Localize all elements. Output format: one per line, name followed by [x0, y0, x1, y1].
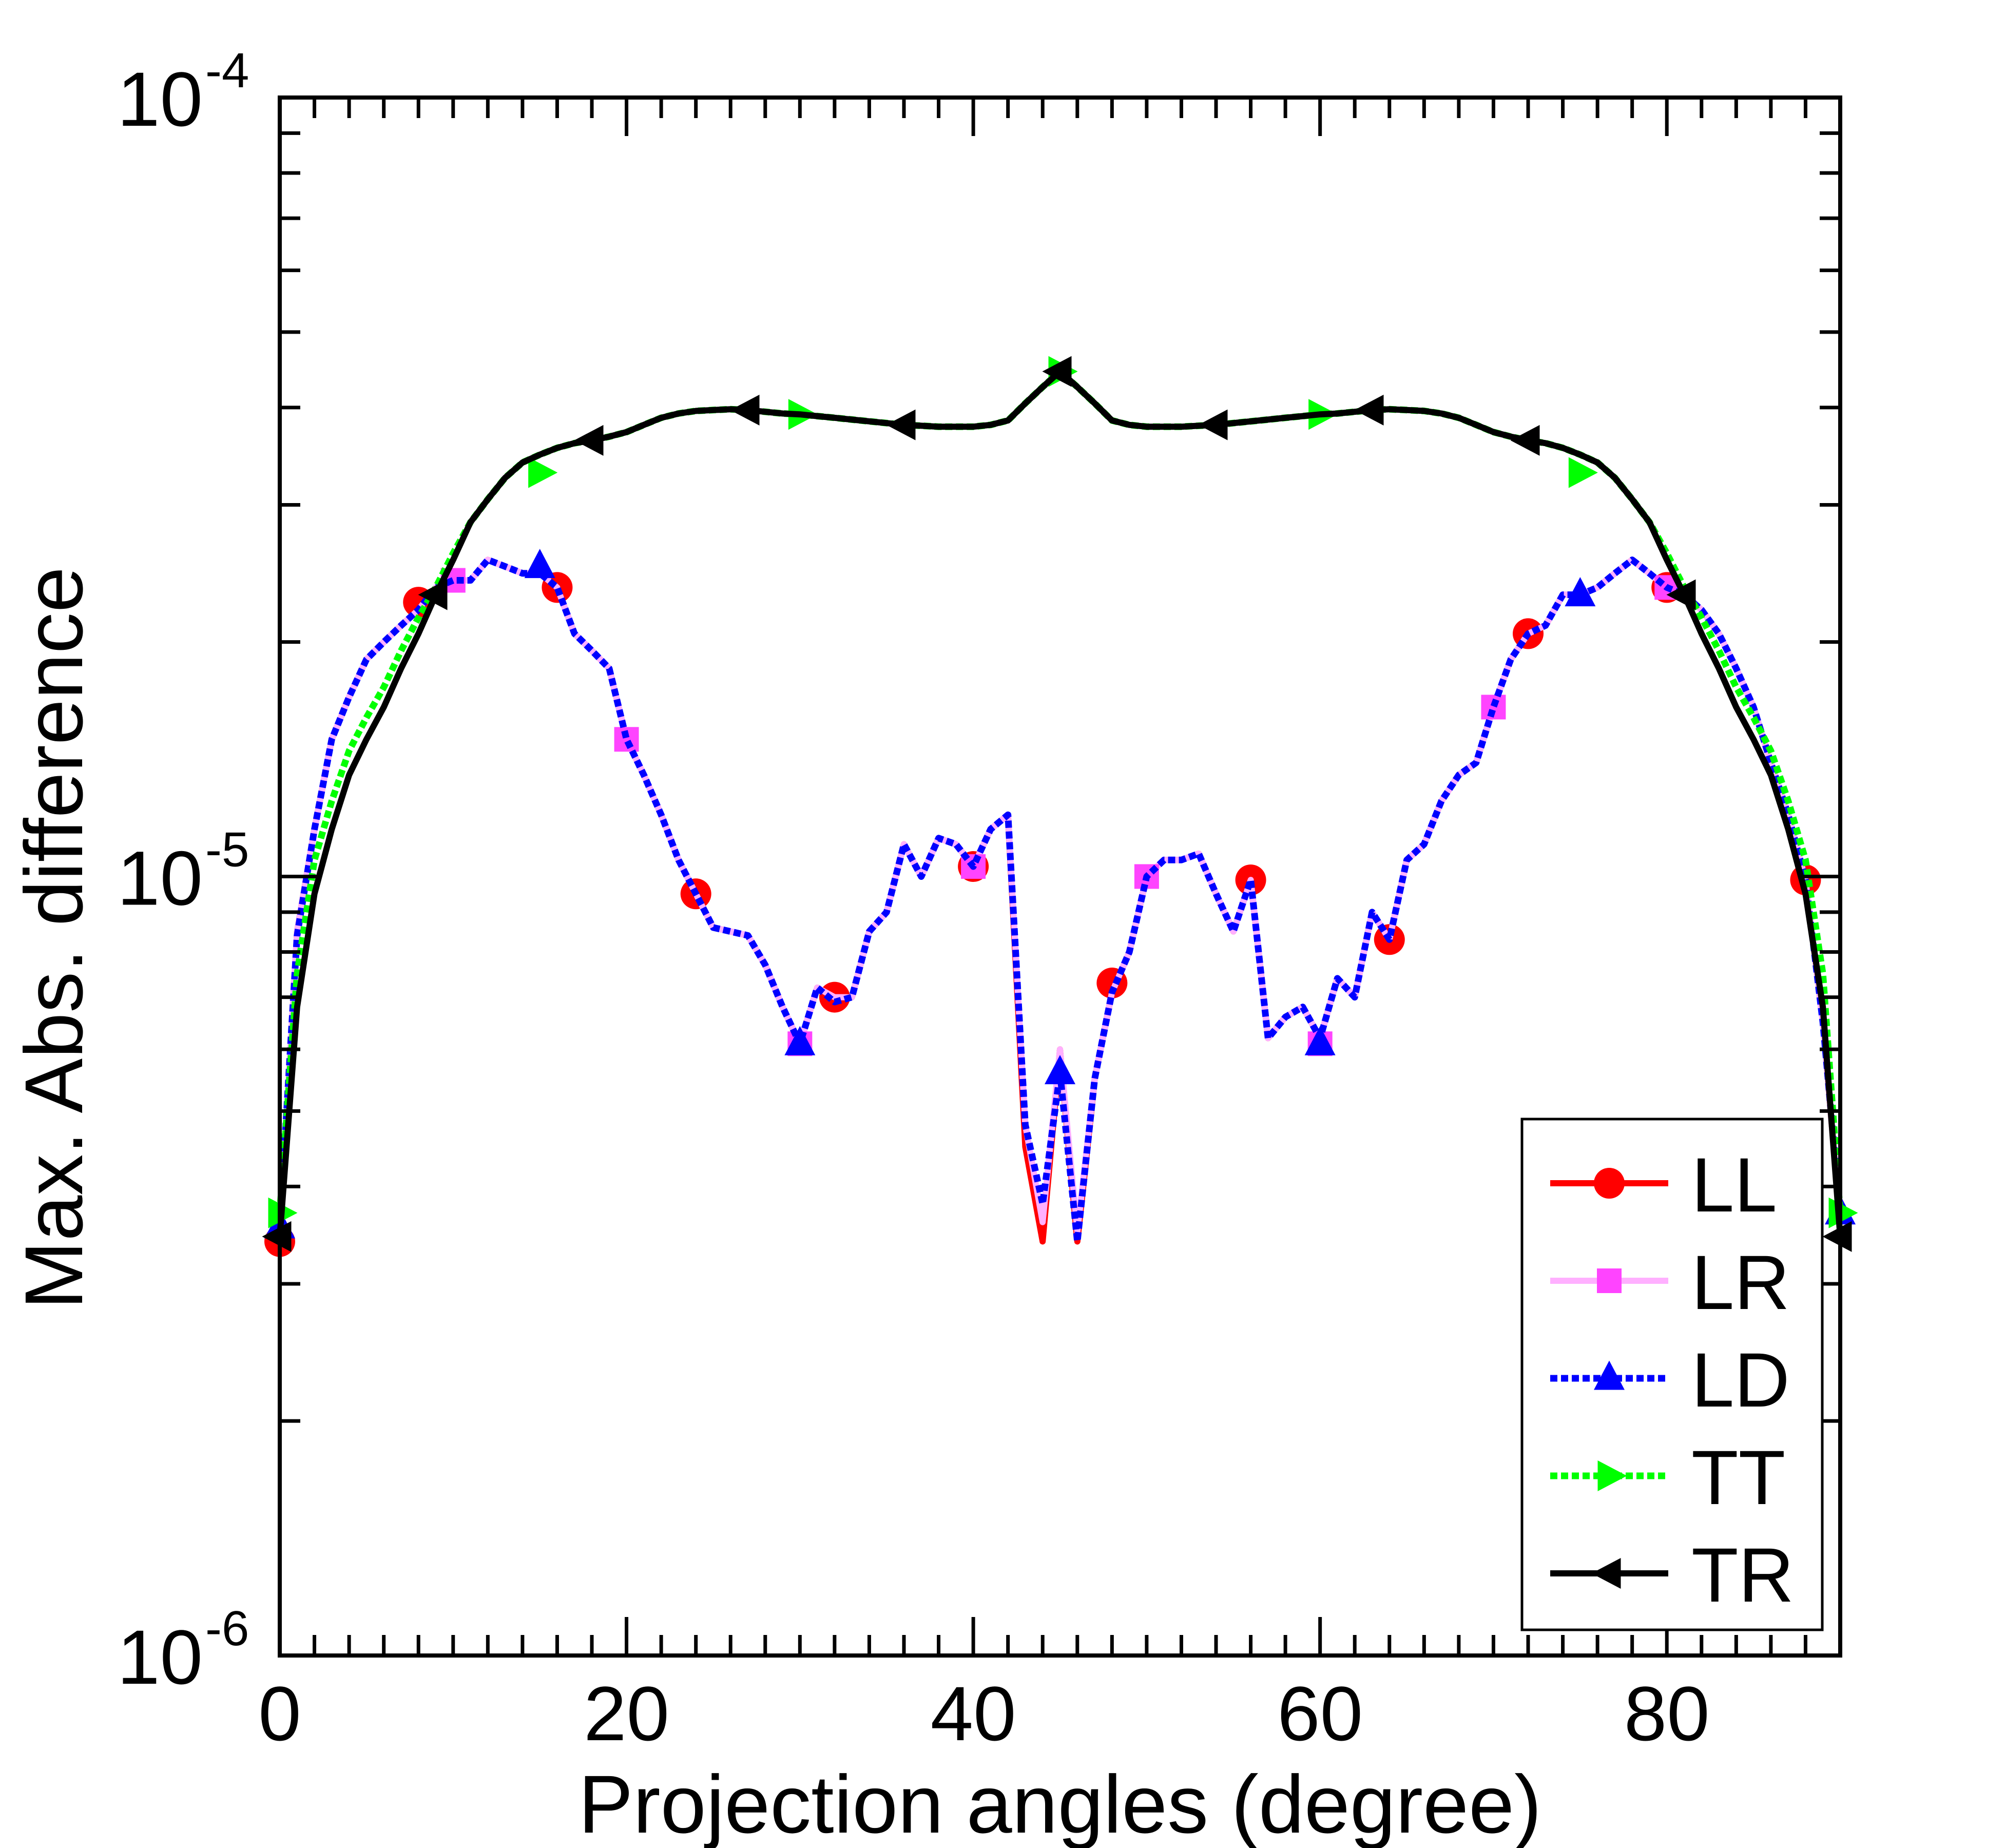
legend-marker-ld [1594, 1360, 1625, 1390]
x-tick-label: 20 [584, 1670, 669, 1757]
legend-label-tt: TT [1691, 1434, 1785, 1520]
legend-label-ld: LD [1691, 1337, 1790, 1423]
legend-marker-tt [1597, 1460, 1627, 1491]
data-point-ld [784, 1026, 816, 1055]
legend-item-lr: LR [1550, 1239, 1790, 1325]
data-point-ld [1304, 1026, 1336, 1055]
legend-box [1520, 1118, 1824, 1631]
x-tick-label: 40 [931, 1670, 1016, 1757]
data-point-tr [1822, 1221, 1852, 1252]
data-point-tr [1354, 394, 1384, 426]
legend-label-lr: LR [1691, 1239, 1790, 1325]
y-tick-label-base: 10 [117, 1614, 203, 1700]
y-tick-label-base: 10 [117, 835, 203, 921]
data-point-tr [418, 579, 448, 610]
y-tick-label-exponent: -5 [205, 822, 249, 877]
legend-marker-lr [1597, 1268, 1622, 1293]
data-point-tt [1568, 457, 1598, 488]
legend: LL LR LD TT TR [1520, 1118, 1824, 1631]
plot-frame [278, 95, 1842, 1658]
legend-marker-ll [1594, 1168, 1625, 1199]
series-tr [262, 356, 1852, 1252]
legend-item-ll: LL [1550, 1142, 1777, 1228]
data-point-ld [1565, 577, 1596, 607]
data-point-tr [1042, 356, 1072, 387]
legend-label-ll: LL [1691, 1142, 1777, 1228]
data-point-tt [528, 457, 558, 488]
x-tick-label: 60 [1277, 1670, 1363, 1757]
data-point-ld [1045, 1055, 1075, 1085]
y-axis-title: Max. Abs. difference [8, 567, 100, 1310]
data-point-ld [524, 549, 555, 579]
y-tick-label: 10 -6 [117, 1601, 249, 1700]
legend-marker-tr [1591, 1558, 1621, 1589]
data-point-tr [1510, 425, 1540, 456]
x-axis-title: Projection angles (degree) [579, 1758, 1542, 1848]
y-tick-label-exponent: -4 [205, 43, 249, 98]
data-point-tr [1198, 409, 1228, 440]
y-tick-label: 10 -5 [117, 822, 249, 921]
legend-label-tr: TR [1691, 1532, 1794, 1618]
y-tick-label-exponent: -6 [205, 1601, 249, 1656]
axes-layer: 10 -610 -510 -40 20 40 60 80 [117, 43, 1842, 1757]
legend-item-tr: TR [1550, 1532, 1794, 1618]
legend-item-tt: TT [1550, 1434, 1785, 1520]
x-tick-label: 0 [258, 1670, 301, 1757]
legend-item-ld: LD [1550, 1337, 1790, 1423]
x-tick-label: 80 [1624, 1670, 1710, 1757]
y-tick-label-base: 10 [117, 56, 203, 142]
y-tick-label: 10 -4 [117, 43, 249, 142]
data-point-tr [574, 425, 604, 456]
data-point-tr [730, 394, 760, 426]
data-point-tr [1666, 579, 1696, 610]
data-point-tr [886, 409, 916, 440]
series-layer [262, 356, 1858, 1257]
data-point-tr [262, 1221, 292, 1252]
